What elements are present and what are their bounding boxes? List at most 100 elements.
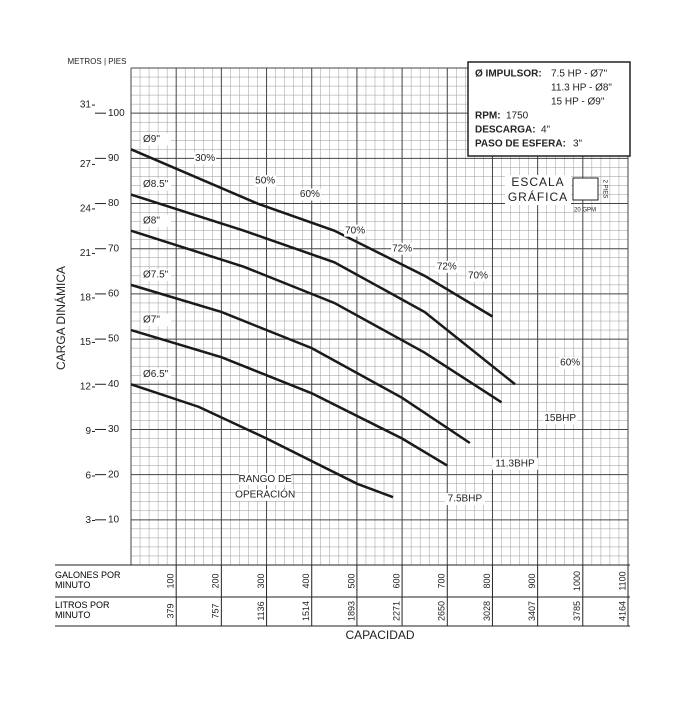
y-tick-label: 90 (108, 153, 120, 164)
annotation: 72% (437, 261, 457, 272)
x-tick-label: 500 (346, 573, 356, 588)
x2-tick-label: 757 (211, 603, 221, 618)
annotation-bg (298, 188, 321, 201)
y-axis-title: CARGA DINÁMICA (53, 266, 68, 370)
x2-tick-label: 3028 (482, 601, 492, 621)
x-row-label: GALONES POR MINUTO (55, 570, 121, 590)
info-label: PASO DE ESFERA: (475, 139, 566, 150)
annotation-bg (239, 473, 292, 486)
series-label-bg (141, 368, 171, 381)
x2-tick-label: 1136 (256, 601, 266, 620)
info-text: 15 HP - Ø9" (551, 97, 605, 108)
x-tick-label: 100 (166, 573, 176, 588)
series-label: Ø8" (143, 215, 160, 226)
x-axis-title: CAPACIDAD (345, 628, 414, 642)
x2-tick-label: 1514 (301, 601, 311, 621)
info-box (467, 61, 631, 157)
x2-tick-label: 3407 (527, 601, 537, 621)
info-text: 3" (573, 139, 583, 150)
y2-tick-label: 12 (80, 382, 92, 393)
x-tick-label: 900 (527, 573, 537, 588)
annotation: 70% (345, 225, 365, 236)
info-text: 1750 (506, 111, 529, 122)
x2-tick-label: 4164 (617, 601, 627, 621)
series-label-bg (141, 268, 171, 281)
info-label: Ø IMPULSOR: (475, 69, 542, 80)
scale-text: GRÁFICA (508, 189, 568, 204)
impeller-curve (130, 229, 503, 404)
annotation-bg (466, 269, 489, 282)
scale-text: 2 PIES (601, 180, 607, 199)
y-axis-header: METROS | PIES (68, 57, 127, 66)
y2-tick-label: 27 (80, 159, 92, 170)
annotation: OPERACIÓN (235, 488, 295, 501)
plot: Ø9" Ø8.5" Ø8" Ø7.5" Ø7" Ø6.5" 30% 50% 60% 70% 72% 7… (130, 133, 582, 506)
annotation: 72% (392, 243, 412, 254)
x-tick-label: 200 (211, 573, 221, 588)
x-tick-label: 300 (256, 573, 266, 588)
series-label: Ø7" (143, 315, 160, 326)
x2-row-label: LITROS POR MINUTO (55, 600, 110, 620)
annotation-bg (391, 242, 414, 255)
y-tick-label: 50 (108, 334, 120, 345)
annotation-bg (236, 488, 295, 501)
impeller-curve (130, 328, 448, 467)
x2-row-label-box: LITROS POR MINUTO (55, 600, 110, 620)
annotation-bg (559, 357, 582, 370)
y-tick-label: 100 (108, 108, 125, 119)
annotation: 11.3BHP (495, 458, 535, 469)
series-label: Ø9" (143, 134, 160, 145)
y2-tick-label: 18 (80, 293, 92, 304)
impeller-curve (130, 383, 394, 499)
y2-tick-label: 31 (80, 100, 92, 111)
annotation-bg (254, 174, 277, 187)
x2-tick-label: 379 (166, 603, 176, 618)
annotation-bg (194, 152, 217, 165)
y-tick-label: 60 (108, 289, 120, 300)
x-tick-label: 400 (301, 573, 311, 588)
x-tick-label: 700 (437, 573, 447, 588)
x-tick-label: 600 (391, 573, 401, 588)
x-tick-label: 1000 (572, 571, 582, 591)
scale-bg (505, 175, 571, 205)
series-label: Ø8.5" (143, 179, 169, 190)
annotation-bg (492, 457, 539, 470)
annotation-bg (344, 224, 367, 237)
x2-tick-label: 2271 (391, 601, 401, 621)
y2-tick-label: 9 (85, 426, 91, 437)
series-label: Ø7.5" (143, 270, 169, 281)
scale-text: ESCALA (511, 175, 564, 189)
series-label-bg (141, 314, 171, 327)
series-label-bg (141, 133, 171, 146)
info-text: 11.3 HP - Ø8" (551, 83, 612, 94)
annotation: RANGO DE (239, 474, 293, 485)
info-text: 4" (541, 125, 551, 136)
y-tick-label: 20 (108, 469, 120, 480)
annotation-bg (543, 412, 578, 425)
impeller-curve (130, 148, 494, 318)
scale-square (572, 177, 599, 201)
series-label: Ø6.5" (143, 369, 169, 380)
y2-tick-label: 15 (80, 337, 92, 348)
annotation: 7.5BHP (448, 494, 483, 505)
x-tick-label: 800 (482, 573, 492, 588)
annotation: 15BHP (544, 413, 576, 424)
info-label: RPM: (475, 111, 501, 122)
x2-tick-label: 2650 (437, 601, 447, 621)
annotation: 50% (255, 176, 275, 187)
annotation: 60% (560, 358, 580, 369)
annotation-bg (444, 493, 485, 506)
y2-tick-label: 6 (85, 471, 91, 482)
annotation: 30% (195, 153, 215, 164)
y2-tick-label: 24 (80, 204, 92, 215)
x-row-label-box: GALONES POR MINUTO (55, 570, 121, 590)
series-label-bg (141, 178, 171, 191)
x-tick-label: 1100 (617, 571, 627, 590)
series-label-bg (141, 214, 171, 227)
annotation: 70% (468, 270, 488, 281)
impeller-curve (130, 193, 516, 386)
x2-tick-label: 3785 (572, 601, 582, 621)
y2-tick-label: 3 (85, 515, 91, 526)
info-label: DESCARGA: (475, 125, 536, 136)
